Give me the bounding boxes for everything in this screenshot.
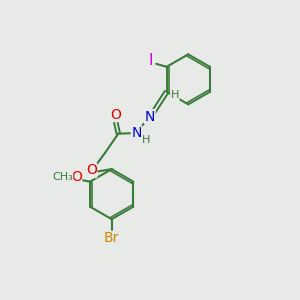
Text: CH₃: CH₃ xyxy=(52,172,73,182)
Text: H: H xyxy=(142,135,151,146)
Text: Br: Br xyxy=(104,231,119,245)
Text: N: N xyxy=(131,126,142,140)
Text: O: O xyxy=(71,170,82,184)
Text: I: I xyxy=(148,52,153,68)
Text: N: N xyxy=(145,110,155,124)
Text: O: O xyxy=(86,164,97,178)
Text: H: H xyxy=(171,90,179,100)
Text: O: O xyxy=(110,107,121,122)
